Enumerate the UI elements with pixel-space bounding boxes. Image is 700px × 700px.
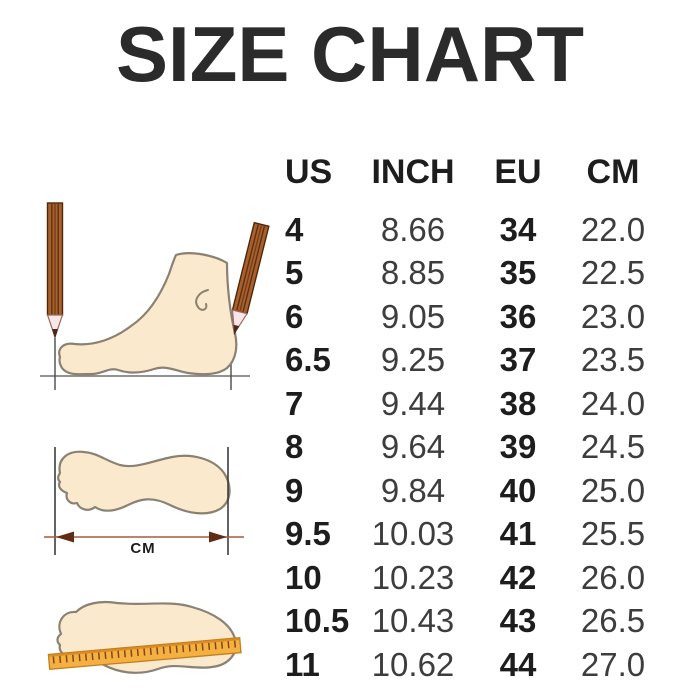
cell-eu: 37 [499, 341, 537, 379]
cell-eu: 36 [499, 297, 537, 335]
cell-inch: 9.25 [380, 341, 446, 379]
cell-eu: 43 [499, 602, 537, 640]
cell-eu: 44 [499, 645, 537, 683]
cell-cm: 23.0 [580, 297, 646, 335]
cell-us: 9.5 [285, 515, 331, 553]
size-conversion-table: US INCH EU CM 4 8.66 34 22.0 5 8.85 35 2… [258, 150, 663, 687]
cell-us: 7 [285, 384, 304, 422]
table-row: 4 8.66 34 22.0 [258, 208, 663, 252]
cell-us: 6.5 [285, 341, 331, 379]
page-title: SIZE CHART [116, 10, 584, 98]
pencil-lead [233, 324, 240, 336]
pencil-stripe [239, 225, 262, 312]
cell-inch: 9.64 [380, 428, 446, 466]
ruler-ticks [52, 640, 237, 664]
table-row: 8 9.64 39 24.5 [258, 426, 663, 470]
cell-inch: 8.85 [380, 254, 446, 292]
ruler-icon [47, 636, 242, 671]
cell-us: 10.5 [285, 602, 350, 640]
ruler-top-edge [49, 638, 239, 657]
cell-eu: 38 [499, 384, 537, 422]
cell-cm: 22.0 [580, 210, 646, 248]
cell-us: 11 [285, 645, 320, 683]
cell-eu: 40 [499, 471, 537, 509]
cell-cm: 23.5 [580, 341, 646, 379]
footprint-outline [57, 450, 231, 515]
table-row: 7 9.44 38 24.0 [258, 382, 663, 426]
size-table-body: 4 8.66 34 22.0 5 8.85 35 22.5 6 9.05 36 … [258, 208, 663, 687]
col-header-us: US [285, 152, 333, 191]
arrow-head-right [209, 531, 227, 543]
cell-inch: 10.43 [371, 602, 455, 640]
cell-cm: 25.5 [580, 515, 646, 553]
table-header: US INCH EU CM [258, 150, 663, 194]
cell-cm: 24.5 [580, 428, 646, 466]
cell-inch: 10.62 [371, 645, 455, 683]
table-row: 10 10.23 42 26.0 [258, 556, 663, 600]
cell-cm: 24.0 [580, 384, 646, 422]
arrow-head-left [56, 531, 74, 543]
col-header-eu: EU [494, 152, 542, 191]
foot-side-outline [58, 252, 238, 376]
cell-inch: 9.05 [380, 297, 446, 335]
cell-us: 10 [285, 558, 322, 596]
cell-cm: 22.5 [580, 254, 646, 292]
table-row: 9.5 10.03 41 25.5 [258, 513, 663, 557]
cell-us: 6 [285, 297, 304, 335]
cell-cm: 26.5 [580, 602, 646, 640]
table-row: 11 10.62 44 27.0 [258, 643, 663, 687]
cm-arrow [44, 531, 244, 543]
cell-eu: 39 [499, 428, 537, 466]
table-row: 5 8.85 35 22.5 [258, 252, 663, 296]
table-row: 9 9.84 40 25.0 [258, 469, 663, 513]
cell-eu: 42 [499, 558, 537, 596]
table-row: 6 9.05 36 23.0 [258, 295, 663, 339]
ankle-mark [195, 289, 209, 311]
footprint-cm-illustration: CM [44, 447, 244, 557]
cell-us: 4 [285, 210, 304, 248]
cell-inch: 9.44 [380, 384, 446, 422]
table-row: 10.5 10.43 43 26.5 [258, 600, 663, 644]
table-row: 6.5 9.25 37 23.5 [258, 339, 663, 383]
cell-eu: 35 [499, 254, 537, 292]
cm-arrow-label: CM [130, 540, 155, 557]
col-header-cm: CM [586, 152, 640, 191]
cell-us: 8 [285, 428, 304, 466]
cell-us: 9 [285, 471, 304, 509]
footprint-ruler-illustration [47, 600, 242, 674]
cell-cm: 25.0 [580, 471, 646, 509]
cell-eu: 34 [499, 210, 537, 248]
cell-inch: 10.03 [371, 515, 455, 553]
header-row: US INCH EU CM [258, 150, 663, 194]
pencil-wood-tip [46, 314, 64, 339]
cell-inch: 9.84 [380, 471, 446, 509]
col-header-inch: INCH [371, 152, 455, 191]
cell-inch: 8.66 [380, 210, 446, 248]
pencil-stripe [236, 224, 259, 311]
pencil-stripe [242, 226, 266, 312]
pencil-lead [52, 329, 58, 339]
pencil-right-icon [231, 221, 270, 336]
pencil-left-icon [46, 202, 64, 339]
cell-cm: 26.0 [580, 558, 646, 596]
foot-measure-illustration [40, 202, 270, 390]
cell-cm: 27.0 [580, 645, 646, 683]
cell-us: 5 [285, 254, 304, 292]
cell-inch: 10.23 [371, 558, 455, 596]
cell-eu: 41 [499, 515, 537, 553]
